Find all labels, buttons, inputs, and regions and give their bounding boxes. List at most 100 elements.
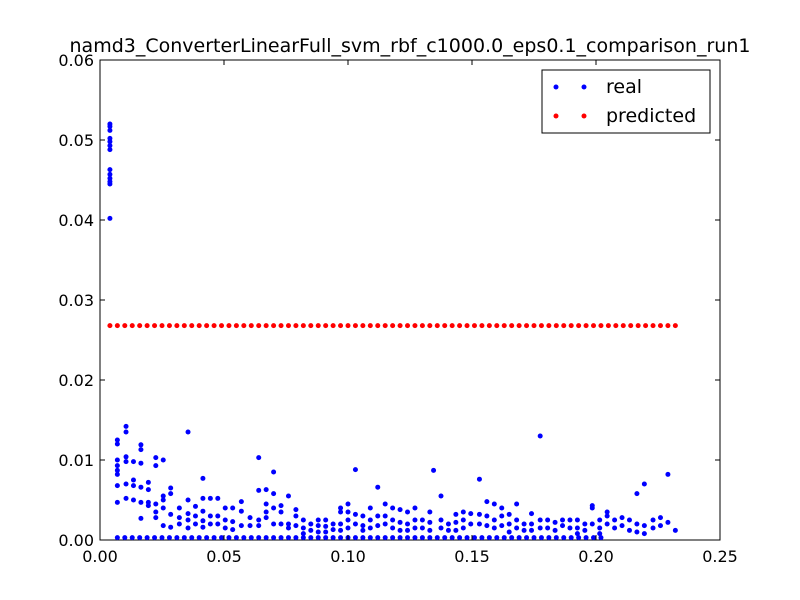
predicted-point bbox=[181, 323, 187, 329]
x-tick-label: 0.05 bbox=[206, 547, 242, 566]
real-point bbox=[538, 535, 544, 541]
predicted-point bbox=[494, 323, 500, 329]
real-point bbox=[405, 521, 411, 527]
predicted-point bbox=[531, 323, 537, 329]
real-point bbox=[123, 454, 129, 460]
predicted-point bbox=[382, 323, 388, 329]
real-point bbox=[650, 525, 656, 531]
real-point bbox=[619, 523, 625, 529]
real-point bbox=[568, 535, 574, 541]
real-point bbox=[367, 535, 373, 541]
real-point bbox=[634, 491, 640, 497]
real-point bbox=[107, 167, 113, 173]
legend-predicted-marker bbox=[553, 113, 559, 119]
real-point bbox=[107, 143, 113, 149]
real-point bbox=[468, 521, 474, 527]
real-point bbox=[468, 511, 474, 517]
predicted-point bbox=[390, 323, 396, 329]
real-point bbox=[574, 531, 580, 537]
x-axis-ticks: 0.00 0.05 0.10 0.15 0.20 0.25 bbox=[82, 60, 738, 566]
y-tick-label: 0.04 bbox=[58, 211, 94, 230]
y-tick-label: 0.00 bbox=[58, 531, 94, 550]
predicted-point bbox=[509, 323, 515, 329]
predicted-point bbox=[152, 323, 158, 329]
real-point bbox=[192, 521, 198, 527]
real-point bbox=[138, 515, 144, 521]
real-point bbox=[230, 505, 236, 511]
real-point bbox=[589, 505, 595, 511]
predicted-point bbox=[211, 323, 217, 329]
real-point bbox=[271, 521, 277, 527]
real-point bbox=[427, 535, 433, 541]
real-point bbox=[138, 447, 144, 453]
real-point bbox=[438, 517, 444, 523]
real-point bbox=[330, 527, 336, 533]
real-point bbox=[107, 215, 113, 221]
real-point bbox=[427, 527, 433, 533]
plot-frame bbox=[99, 59, 721, 541]
real-point bbox=[382, 521, 388, 527]
real-point bbox=[506, 511, 512, 517]
predicted-point bbox=[591, 323, 597, 329]
predicted-point bbox=[516, 323, 522, 329]
real-point bbox=[352, 511, 358, 517]
real-point bbox=[338, 509, 344, 515]
real-point bbox=[271, 505, 277, 511]
real-point bbox=[160, 505, 166, 511]
real-point bbox=[626, 527, 632, 533]
real-point bbox=[323, 529, 329, 535]
real-point bbox=[138, 460, 144, 466]
real-point bbox=[514, 525, 520, 531]
x-tick-label: 0.15 bbox=[454, 547, 490, 566]
real-point bbox=[145, 487, 151, 493]
predicted-point bbox=[226, 323, 232, 329]
real-point bbox=[300, 535, 306, 541]
real-point bbox=[122, 535, 128, 541]
real-point bbox=[278, 535, 284, 541]
real-point bbox=[114, 483, 120, 489]
real-point bbox=[516, 535, 522, 541]
real-point bbox=[545, 525, 551, 531]
real-point bbox=[238, 499, 244, 505]
real-point bbox=[168, 524, 174, 530]
real-point bbox=[308, 527, 314, 533]
real-point bbox=[323, 535, 329, 541]
predicted-point bbox=[434, 323, 440, 329]
real-point bbox=[506, 521, 512, 527]
real-point bbox=[345, 525, 351, 531]
real-point bbox=[330, 521, 336, 527]
real-point bbox=[185, 525, 191, 531]
predicted-point bbox=[144, 323, 150, 329]
real-point bbox=[247, 523, 253, 529]
real-point bbox=[476, 521, 482, 527]
real-point bbox=[345, 517, 351, 523]
real-point bbox=[582, 527, 588, 533]
legend-real-label: real bbox=[606, 76, 642, 98]
real-point bbox=[460, 517, 466, 523]
real-point bbox=[138, 499, 144, 505]
real-point bbox=[176, 515, 182, 521]
real-point bbox=[412, 517, 418, 523]
real-point bbox=[484, 523, 490, 529]
real-point bbox=[619, 515, 625, 521]
predicted-point bbox=[204, 323, 210, 329]
real-point bbox=[323, 517, 329, 523]
real-point bbox=[360, 535, 366, 541]
real-point bbox=[531, 535, 537, 541]
legend-real-marker bbox=[553, 84, 559, 90]
real-point bbox=[200, 508, 206, 514]
real-point bbox=[665, 471, 671, 477]
y-tick-label: 0.02 bbox=[58, 371, 94, 390]
real-point bbox=[200, 495, 206, 501]
real-point bbox=[189, 535, 195, 541]
real-point bbox=[471, 535, 477, 541]
real-point bbox=[278, 503, 284, 509]
real-point bbox=[397, 507, 403, 513]
predicted-point bbox=[166, 323, 172, 329]
real-point bbox=[352, 521, 358, 527]
real-point bbox=[665, 519, 671, 525]
real-point bbox=[278, 509, 284, 515]
real-point bbox=[222, 505, 228, 511]
real-point bbox=[107, 139, 113, 145]
real-point bbox=[271, 491, 277, 497]
